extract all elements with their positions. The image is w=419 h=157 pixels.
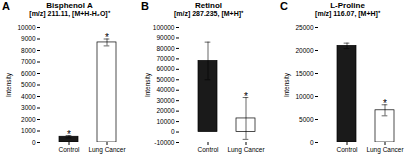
svg-text:*: * xyxy=(383,98,387,109)
html-text:Bisphenol A: Bisphenol A xyxy=(46,1,93,10)
svg-text:Intensity: Intensity xyxy=(144,72,152,97)
svg-text:Lung Cancer: Lung Cancer xyxy=(227,146,265,154)
svg-text:*: * xyxy=(105,32,109,43)
svg-text:80000: 80000 xyxy=(156,44,174,51)
html-text:L-Proline: L-Proline xyxy=(330,1,365,10)
svg-text:40000: 40000 xyxy=(156,86,174,93)
svg-text:Control: Control xyxy=(59,146,81,153)
svg-text:15000: 15000 xyxy=(295,70,313,77)
svg-text:*: * xyxy=(67,129,71,140)
svg-text:90000: 90000 xyxy=(156,34,174,41)
svg-text:70000: 70000 xyxy=(156,55,174,62)
svg-text:100000: 100000 xyxy=(153,24,175,31)
svg-text:Control: Control xyxy=(198,146,220,153)
svg-text:Intensity: Intensity xyxy=(283,72,291,97)
svg-text:5000: 5000 xyxy=(21,81,36,88)
svg-text:4000: 4000 xyxy=(21,93,36,100)
svg-text:0: 0 xyxy=(32,139,36,146)
svg-text:6000: 6000 xyxy=(21,70,36,77)
svg-text:20000: 20000 xyxy=(295,47,313,54)
svg-text:10000: 10000 xyxy=(295,93,313,100)
svg-text:10000: 10000 xyxy=(156,118,174,125)
html-text:A: A xyxy=(2,0,10,12)
svg-text:-10000: -10000 xyxy=(154,139,175,146)
svg-text:9000: 9000 xyxy=(21,35,36,42)
svg-text:60000: 60000 xyxy=(156,65,174,72)
svg-text:Lung Cancer: Lung Cancer xyxy=(366,146,404,154)
html-text:[m/z] 116.07, [M+H]⁺: [m/z] 116.07, [M+H]⁺ xyxy=(315,10,380,17)
svg-text:7000: 7000 xyxy=(21,58,36,65)
svg-text:Control: Control xyxy=(337,146,359,153)
svg-text:3000: 3000 xyxy=(21,104,36,111)
svg-text:25000: 25000 xyxy=(295,24,313,31)
svg-text:30000: 30000 xyxy=(156,97,174,104)
svg-text:Lung Cancer: Lung Cancer xyxy=(88,146,126,154)
html-text:[m/z] 287.235, [M+H]⁺: [m/z] 287.235, [M+H]⁺ xyxy=(173,10,243,17)
svg-text:1000: 1000 xyxy=(21,127,36,134)
svg-text:Intensity: Intensity xyxy=(5,72,13,97)
html-text:[m/z] 211.11, [M+H-H₂O]⁺: [m/z] 211.11, [M+H-H₂O]⁺ xyxy=(29,10,110,17)
svg-text:10000: 10000 xyxy=(17,24,35,31)
html-text:Retinol: Retinol xyxy=(194,1,222,10)
svg-text:0: 0 xyxy=(310,139,314,146)
svg-text:2000: 2000 xyxy=(21,116,36,123)
svg-text:0: 0 xyxy=(171,128,175,135)
html-text:C: C xyxy=(280,0,288,12)
svg-text:*: * xyxy=(244,91,248,102)
svg-text:5000: 5000 xyxy=(299,116,314,123)
svg-text:8000: 8000 xyxy=(21,47,36,54)
html-text:B: B xyxy=(141,0,149,12)
svg-text:20000: 20000 xyxy=(156,107,174,114)
svg-text:50000: 50000 xyxy=(156,76,174,83)
